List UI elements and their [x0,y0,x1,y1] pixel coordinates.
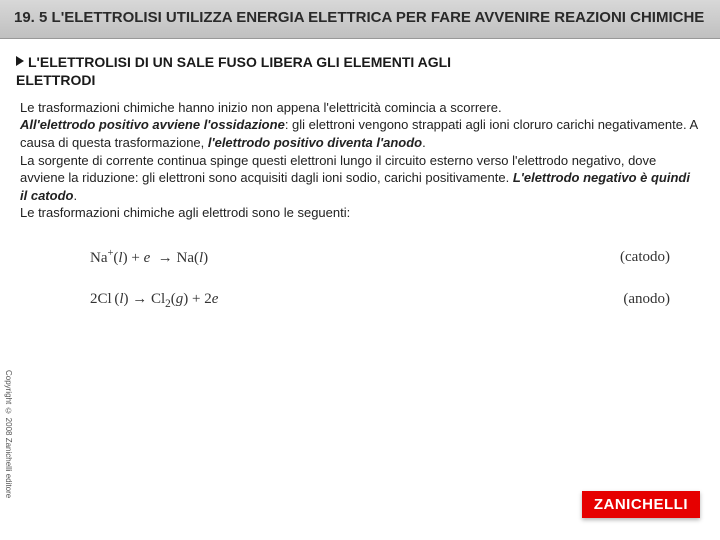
body-t2d: . [422,135,426,150]
slide-header: 19. 5 L'ELETTROLISI UTILIZZA ENERGIA ELE… [0,0,720,39]
copyright-text: Copyright © 2008 Zanichelli editore [4,370,13,498]
slide-title: 19. 5 L'ELETTROLISI UTILIZZA ENERGIA ELE… [14,8,706,28]
equation-1: Na+(l) + e → Na(l) [90,248,208,267]
equation-row-catodo: Na+(l) + e → Na(l) (catodo) [90,248,700,267]
body-paragraph: Le trasformazioni chimiche hanno inizio … [0,99,720,226]
body-t2c: l'elettrodo positivo diventa l'anodo [208,135,422,150]
publisher-logo: ZANICHELLI [582,491,700,518]
section-heading: L'ELETTROLISI DI UN SALE FUSO LIBERA GLI… [0,39,720,99]
heading-line-1: L'ELETTROLISI DI UN SALE FUSO LIBERA GLI… [28,54,451,70]
equation-1-label: (catodo) [620,249,670,266]
heading-line-2: ELETTRODI [16,72,95,88]
body-t3c: . [73,188,77,203]
body-t4: Le trasformazioni chimiche agli elettrod… [20,205,350,220]
equation-row-anodo: 2Cl (l) → Cl2(g) + 2e (anodo) [90,289,700,310]
arrow-icon [16,56,24,66]
body-t2a: All'elettrodo positivo avviene l'ossidaz… [20,117,285,132]
body-t1: Le trasformazioni chimiche hanno inizio … [20,100,502,115]
equations-block: Na+(l) + e → Na(l) (catodo) 2Cl (l) → Cl… [0,226,720,310]
equation-2-label: (anodo) [623,291,670,308]
equation-2: 2Cl (l) → Cl2(g) + 2e [90,289,218,310]
